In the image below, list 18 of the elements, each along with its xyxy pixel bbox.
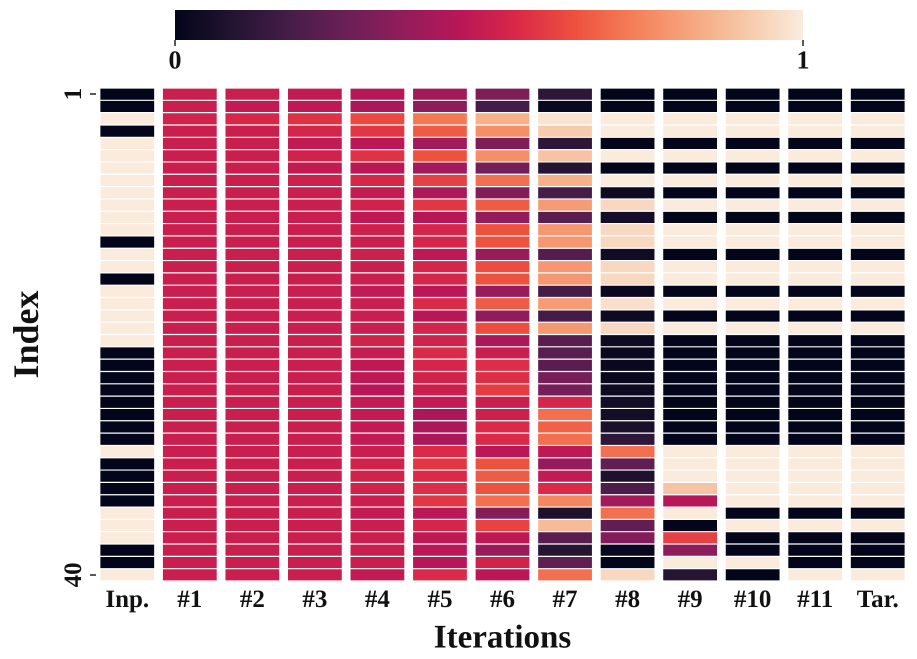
x-tick-label: Inp. [105,586,150,613]
x-tick-label: #11 [797,586,834,613]
x-tick-label: #3 [302,586,328,613]
x-tick-label: #1 [177,586,202,613]
x-tick-label: #5 [427,586,452,613]
x-tick-label: #10 [734,586,772,613]
x-tick-label: #7 [552,586,578,613]
x-tick-label: #9 [678,586,703,613]
x-tick-label: #8 [615,586,640,613]
y-tick-label: 40 [60,562,87,588]
color-bar-label: 1 [796,46,810,74]
x-tick-label: #6 [490,586,515,613]
x-tick-label: #4 [364,586,390,613]
color-bar-label: 0 [168,46,182,74]
y-axis-title: Index [6,290,46,379]
x-tick-label: #2 [240,586,265,613]
x-axis-title: Iterations [434,620,572,656]
x-tick-label: Tar. [856,586,899,613]
